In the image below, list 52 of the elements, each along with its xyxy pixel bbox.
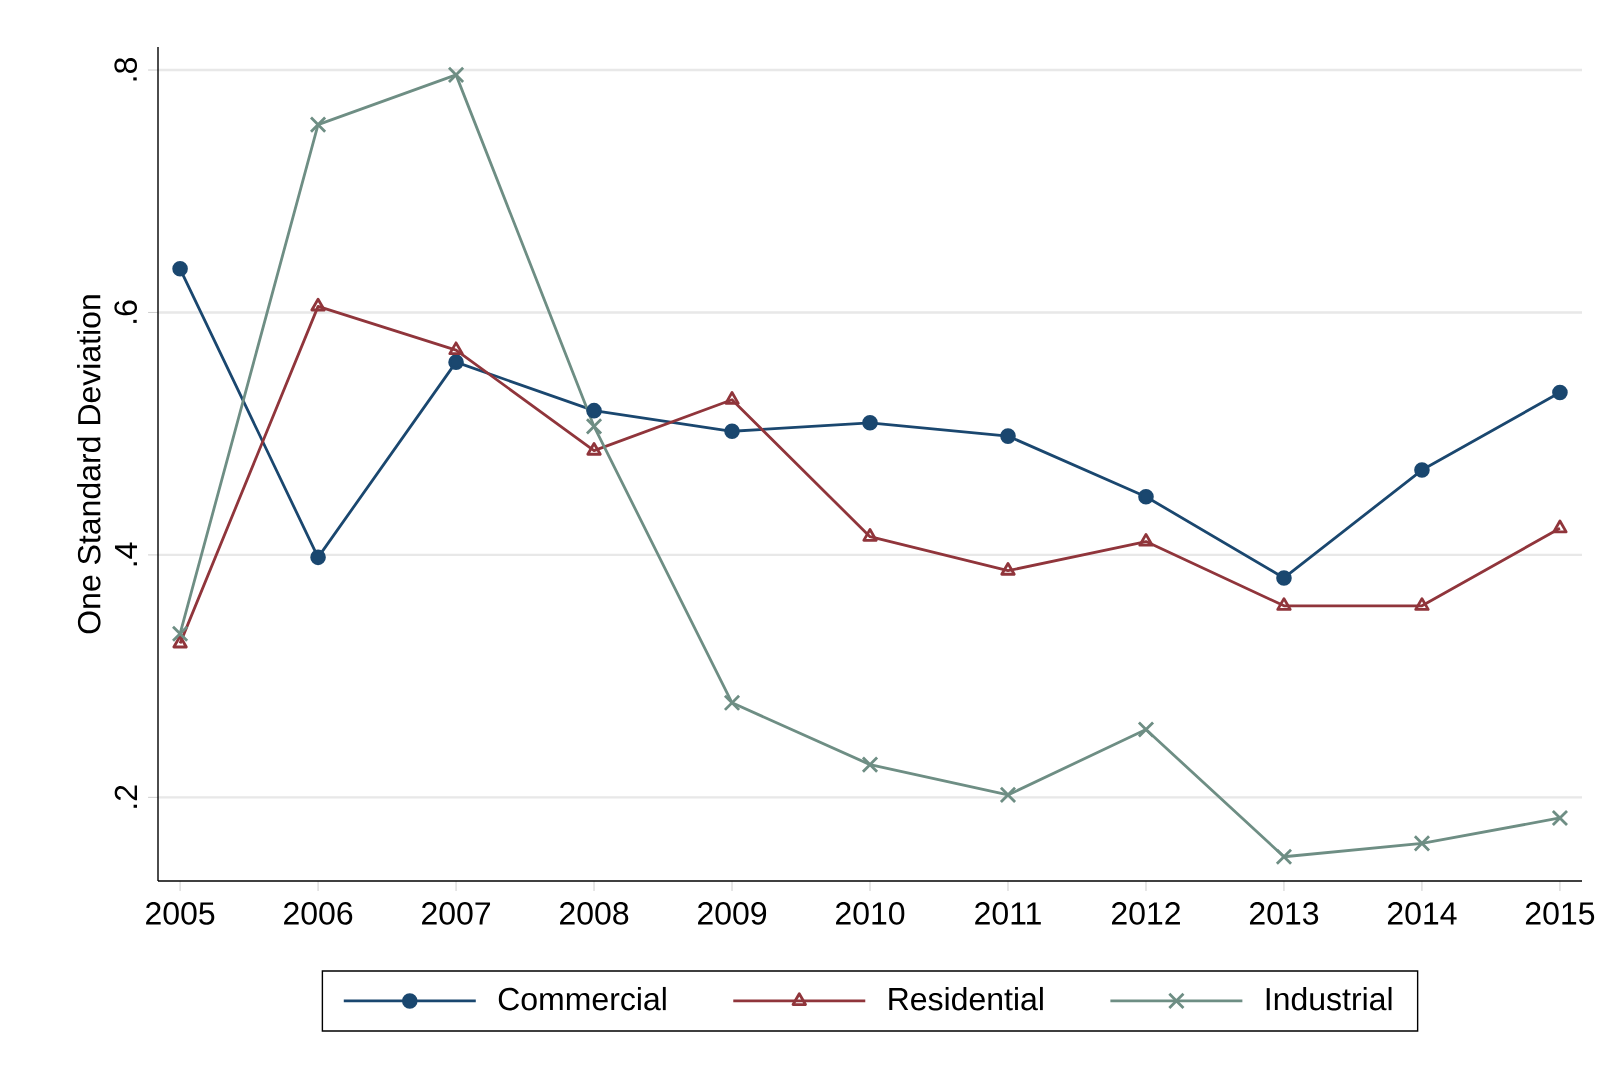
point [724,391,740,405]
y-tick-label: .4 [114,542,138,566]
point [172,261,188,277]
point [310,549,326,566]
x-tick-label: 2009 [698,902,767,925]
x-tick-label: 2008 [560,902,629,925]
y-tick-label: .6 [114,300,138,323]
y-tick-label: .8 [114,58,138,81]
point [999,786,1017,804]
point [447,66,465,84]
point [586,402,602,419]
y-tick-label: .2 [114,785,138,808]
point [723,694,741,712]
x-tick-label: 2006 [284,902,353,925]
point [586,442,602,456]
x-tick-label: 2005 [146,902,215,925]
point [1000,428,1016,444]
point [1000,562,1016,576]
point [1551,809,1569,827]
x-tick-label: 2015 [1525,902,1595,925]
point [1276,570,1292,586]
point [1275,848,1293,866]
point [448,341,464,356]
legend-label: Industrial [1266,986,1392,1011]
y-axis-title: One Standard Deviation [77,295,101,634]
point [172,634,188,649]
point [1137,721,1155,738]
point [862,414,878,431]
legend-label: Commercial [498,986,666,1011]
x-tick-label: 2012 [1111,902,1180,925]
point [585,417,603,435]
x-tick-label: 2011 [975,902,1041,925]
point [724,423,740,440]
x-tick-label: 2013 [1249,902,1319,925]
x-tick-label: 2010 [836,902,905,925]
point [1414,462,1430,478]
x-tick-label: 2007 [422,902,491,925]
point [861,756,879,774]
point [1552,384,1568,401]
x-tick-label: 2014 [1387,902,1457,925]
point [862,528,878,542]
point [448,354,464,370]
point [1138,532,1154,547]
point [1552,519,1568,534]
point [1413,834,1431,852]
point [1414,597,1430,611]
legend-label: Residential [889,986,1043,1011]
point [171,625,189,643]
point [1138,488,1154,505]
point [309,116,327,134]
point [310,297,326,312]
point [1276,597,1292,611]
